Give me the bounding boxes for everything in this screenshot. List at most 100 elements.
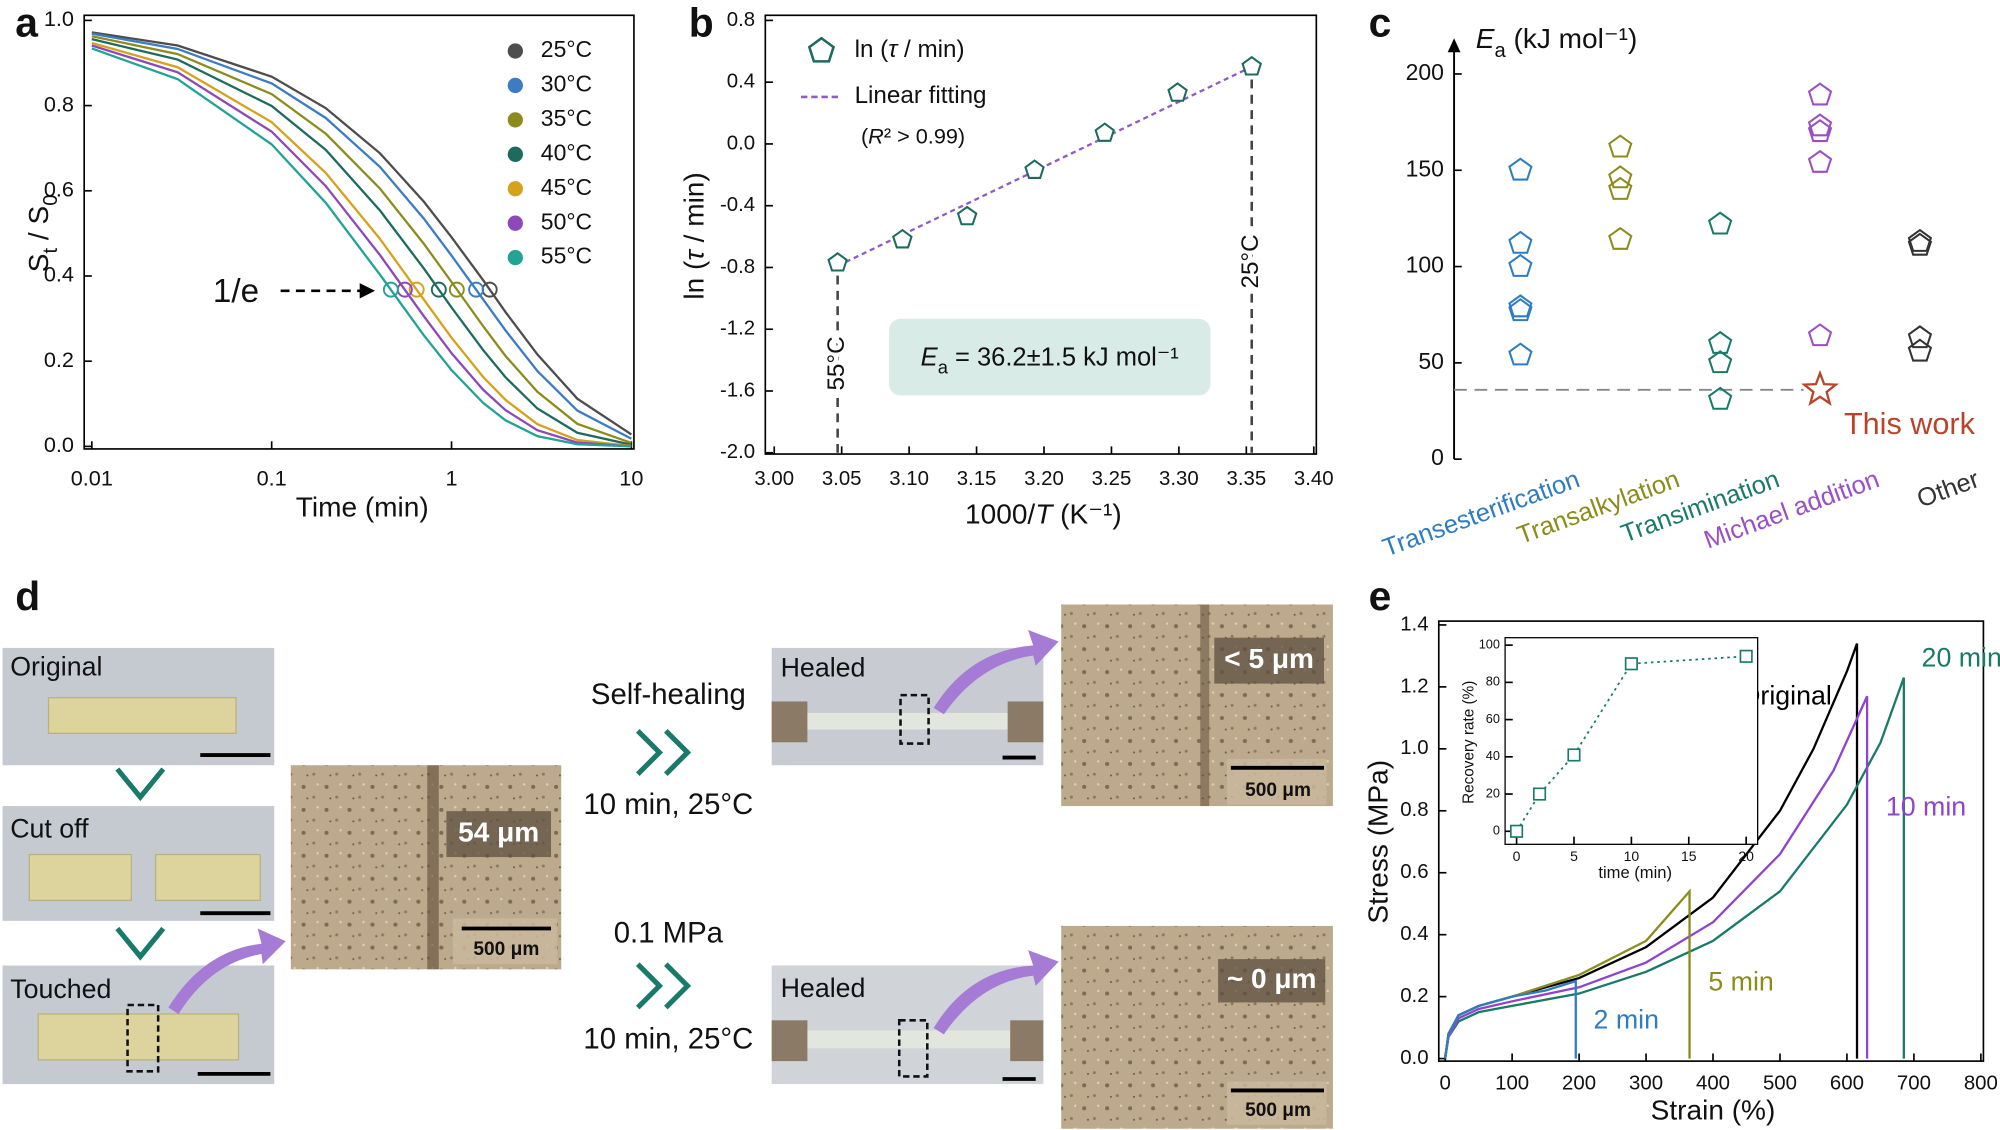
y-tick-label: 50 bbox=[1418, 348, 1444, 374]
chevron bbox=[664, 728, 692, 776]
y-tick-label: 1.2 bbox=[1400, 675, 1428, 697]
label-bg bbox=[1218, 959, 1326, 1003]
point bbox=[1508, 298, 1533, 322]
point bbox=[1508, 342, 1533, 366]
reference-label: 25°C bbox=[1237, 234, 1264, 288]
x-axis-label-part: 1000/ bbox=[965, 499, 1035, 530]
zoom-box bbox=[899, 693, 930, 745]
gap-label: < 5 μm bbox=[1224, 643, 1314, 674]
x-tick-label: 3.40 bbox=[1294, 468, 1334, 490]
point bbox=[1707, 211, 1733, 235]
legend-label: 35°C bbox=[541, 105, 592, 131]
x-tick-label: 0 bbox=[1513, 848, 1521, 864]
point bbox=[1024, 159, 1045, 179]
y-tick-label: -0.8 bbox=[720, 256, 755, 278]
panel-letter: a bbox=[15, 0, 38, 45]
point bbox=[1508, 157, 1533, 181]
y-axis-label-part: (kJ mol⁻¹) bbox=[1506, 23, 1638, 54]
condition-label: 0.1 MPa bbox=[614, 917, 724, 950]
fit-note-part: R bbox=[868, 123, 884, 148]
x-tick-label: Other bbox=[1913, 465, 1983, 513]
gap-label: ~ 0 μm bbox=[1227, 963, 1317, 994]
y-tick-label: -2.0 bbox=[720, 441, 755, 463]
chevron bbox=[664, 962, 692, 1010]
y-tick-label: 200 bbox=[1406, 59, 1444, 85]
y-tick-label: 100 bbox=[1406, 252, 1444, 278]
annotation-text-part: a bbox=[938, 357, 949, 378]
point bbox=[1094, 122, 1115, 142]
x-tick-label: 15 bbox=[1681, 848, 1697, 864]
y-axis-label: ln (τ / min) bbox=[679, 172, 710, 299]
annotation: 1/e bbox=[213, 273, 259, 310]
point bbox=[1907, 232, 1933, 256]
point bbox=[1508, 253, 1533, 277]
y-tick-label: 0.0 bbox=[44, 432, 74, 457]
point bbox=[1508, 294, 1533, 318]
x-axis-label: Strain (%) bbox=[1651, 1095, 1776, 1126]
x-tick-label: 100 bbox=[1495, 1072, 1529, 1094]
point bbox=[1807, 119, 1833, 143]
y-axis-label: Stress (MPa) bbox=[1363, 760, 1394, 924]
line bbox=[91, 35, 632, 445]
panel-letters: a b c d e bbox=[15, 0, 1391, 619]
x-tick-label: 20 bbox=[1738, 848, 1754, 864]
line bbox=[91, 32, 632, 440]
point bbox=[956, 205, 978, 226]
clamp bbox=[1010, 1020, 1044, 1062]
y-axis-label: St / S0 bbox=[23, 195, 62, 273]
point bbox=[1167, 82, 1188, 102]
y-tick-label: 0 bbox=[1493, 823, 1500, 838]
y-tick-label: -0.4 bbox=[720, 194, 755, 216]
legend-label: 30°C bbox=[541, 71, 592, 97]
zoom-arrow bbox=[168, 928, 286, 1014]
x-tick-label: 0.01 bbox=[71, 465, 113, 490]
tau-marker bbox=[448, 281, 465, 298]
x-tick-label: 400 bbox=[1696, 1072, 1730, 1094]
fit-note: (R² > 0.99) bbox=[861, 123, 965, 148]
x-tick-label: 800 bbox=[1964, 1072, 1998, 1094]
y-tick-label: 20 bbox=[1486, 785, 1500, 800]
y-tick-label: 40 bbox=[1486, 748, 1500, 763]
point bbox=[1807, 113, 1833, 137]
line bbox=[91, 31, 633, 436]
line bbox=[91, 44, 632, 448]
x-tick-label: 3.35 bbox=[1226, 468, 1266, 490]
inset-point bbox=[1532, 787, 1547, 801]
point bbox=[1508, 230, 1533, 254]
arrow-head bbox=[359, 283, 375, 299]
y-axis-label-part: ln ( bbox=[679, 260, 710, 300]
sample-strip bbox=[28, 853, 133, 902]
y-axis-label-part: a bbox=[1494, 40, 1506, 62]
legend-label-part: / min) bbox=[897, 36, 964, 63]
photo bbox=[771, 647, 1044, 766]
y-tick-label: 0.4 bbox=[727, 71, 755, 93]
legend-label: Linear fitting bbox=[855, 82, 987, 109]
x-tick-label: 500 bbox=[1763, 1072, 1797, 1094]
legend-label: 45°C bbox=[541, 174, 592, 200]
inset-point bbox=[1567, 748, 1581, 762]
x-tick-label: 3.15 bbox=[957, 468, 997, 490]
line bbox=[1444, 695, 1869, 1059]
x-tick-label: 3.25 bbox=[1092, 468, 1132, 490]
point bbox=[1807, 149, 1833, 173]
legend-marker bbox=[507, 249, 523, 266]
x-tick-label: 5 bbox=[1570, 848, 1578, 864]
line bbox=[1444, 979, 1577, 1059]
line bbox=[1444, 677, 1905, 1059]
y-axis-label-part: E bbox=[1476, 23, 1495, 54]
x-tick-label: 0.1 bbox=[257, 465, 287, 490]
y-axis-label-part: / min) bbox=[679, 172, 710, 250]
inset-point bbox=[1624, 657, 1638, 671]
photo-label: Healed bbox=[781, 653, 866, 683]
y-tick-label: 0.0 bbox=[1400, 1047, 1428, 1069]
condition-label: 10 min, 25°C bbox=[583, 1022, 753, 1055]
this-work-label: This work bbox=[1844, 407, 1976, 441]
panel-letter: d bbox=[15, 573, 40, 619]
point bbox=[1907, 228, 1933, 252]
x-axis-label: 1000/T (K⁻¹) bbox=[965, 499, 1122, 530]
crack bbox=[1200, 604, 1210, 807]
inset-x-label: time (min) bbox=[1598, 863, 1672, 882]
series-label: 5 min bbox=[1708, 966, 1773, 996]
y-tick-label: 60 bbox=[1486, 711, 1500, 726]
sample-strip bbox=[803, 712, 1008, 730]
